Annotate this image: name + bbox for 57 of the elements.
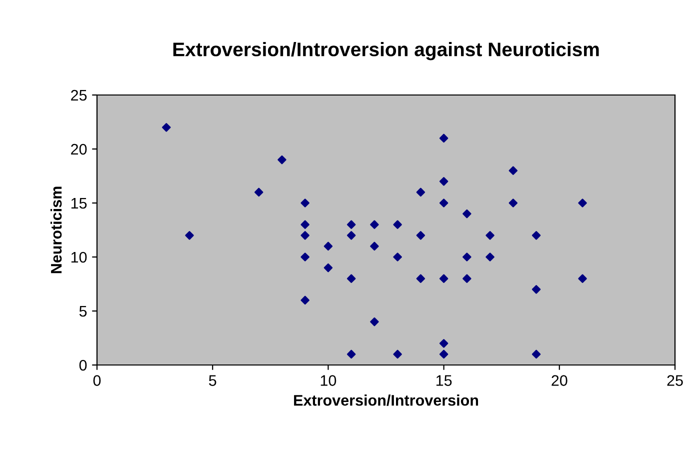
point: [462, 209, 472, 218]
point: [300, 296, 310, 305]
point: [416, 188, 426, 197]
point: [393, 350, 402, 359]
y-tick-label: 25: [71, 90, 87, 101]
point: [185, 231, 194, 240]
point: [578, 198, 587, 208]
point: [439, 198, 448, 208]
x-tick-label: 20: [552, 375, 568, 386]
point: [370, 242, 379, 251]
point: [278, 155, 286, 164]
y-tick-label: 15: [71, 198, 87, 209]
point: [324, 242, 333, 251]
point: [300, 198, 310, 208]
point: [254, 188, 264, 197]
point: [532, 350, 541, 359]
x-axis-title: Extroversion/Introversion: [294, 394, 478, 406]
y-tick-label: 0: [79, 360, 87, 371]
point: [370, 317, 379, 326]
y-tick-label: 20: [71, 144, 87, 155]
x-tick-label: 5: [208, 375, 216, 386]
point: [578, 274, 587, 283]
point: [416, 274, 426, 283]
point: [532, 231, 541, 240]
y-tick-label: 10: [71, 252, 87, 263]
point: [486, 252, 494, 262]
point: [462, 252, 472, 262]
x-tick-label: 15: [436, 375, 452, 386]
point: [300, 231, 310, 240]
point: [439, 177, 448, 186]
point: [393, 252, 402, 262]
point: [416, 231, 426, 240]
point: [346, 350, 356, 359]
point: [393, 220, 402, 229]
point: [439, 134, 448, 143]
point: [508, 198, 518, 208]
point: [439, 274, 448, 283]
chart-title: Extroversion/Introversion against Neuroticism: [173, 42, 599, 60]
point: [300, 252, 310, 262]
point: [346, 231, 356, 240]
point: [439, 339, 448, 348]
point: [346, 274, 356, 283]
point: [324, 263, 333, 272]
x-tick-label: 0: [93, 375, 101, 386]
x-tick-label: 25: [667, 375, 683, 386]
point: [370, 220, 379, 229]
point: [486, 231, 494, 240]
point: [439, 350, 448, 359]
point: [346, 220, 356, 229]
point: [300, 220, 310, 229]
point: [532, 285, 541, 294]
point: [462, 274, 472, 283]
point: [508, 166, 518, 175]
x-tick-label: 10: [320, 375, 336, 386]
y-tick-label: 5: [79, 306, 87, 317]
y-axis-title: Neuroticism: [50, 186, 62, 274]
point: [162, 123, 171, 132]
